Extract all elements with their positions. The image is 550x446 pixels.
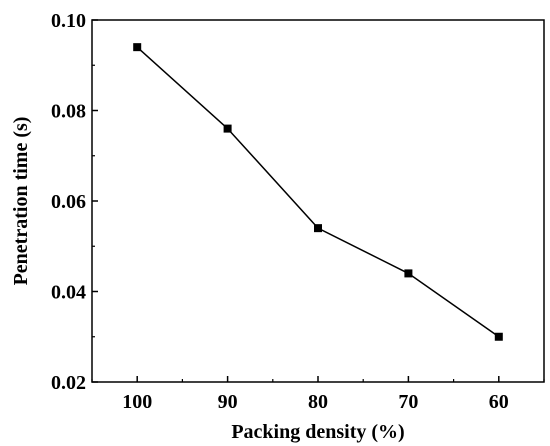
- y-tick-label: 0.06: [51, 191, 86, 213]
- x-tick-label: 80: [308, 391, 328, 413]
- x-tick-label: 60: [489, 391, 509, 413]
- data-point: [314, 224, 322, 233]
- plot-frame: [91, 19, 545, 383]
- y-tick-label: 0.10: [51, 10, 86, 32]
- y-tick-label: 0.08: [51, 101, 86, 123]
- x-tick-label: 100: [122, 391, 152, 413]
- x-tick-label: 70: [398, 391, 418, 413]
- y-axis-title: Penetration time (s): [10, 117, 32, 286]
- data-point: [133, 43, 142, 52]
- ticks-layer: [91, 19, 545, 383]
- y-tick-label: 0.02: [51, 372, 86, 394]
- x-tick-label: 90: [218, 391, 238, 413]
- series-layer: [133, 43, 503, 341]
- x-axis-title: Packing density (%): [231, 421, 404, 443]
- series-line: [136, 46, 500, 338]
- data-point: [404, 269, 413, 278]
- labels-layer: 0.02 0.04 0.06 0.08 0.10 100 90 80 70 60: [51, 10, 509, 413]
- data-point: [223, 124, 232, 133]
- data-point: [494, 332, 503, 341]
- y-tick-label: 0.04: [51, 282, 86, 304]
